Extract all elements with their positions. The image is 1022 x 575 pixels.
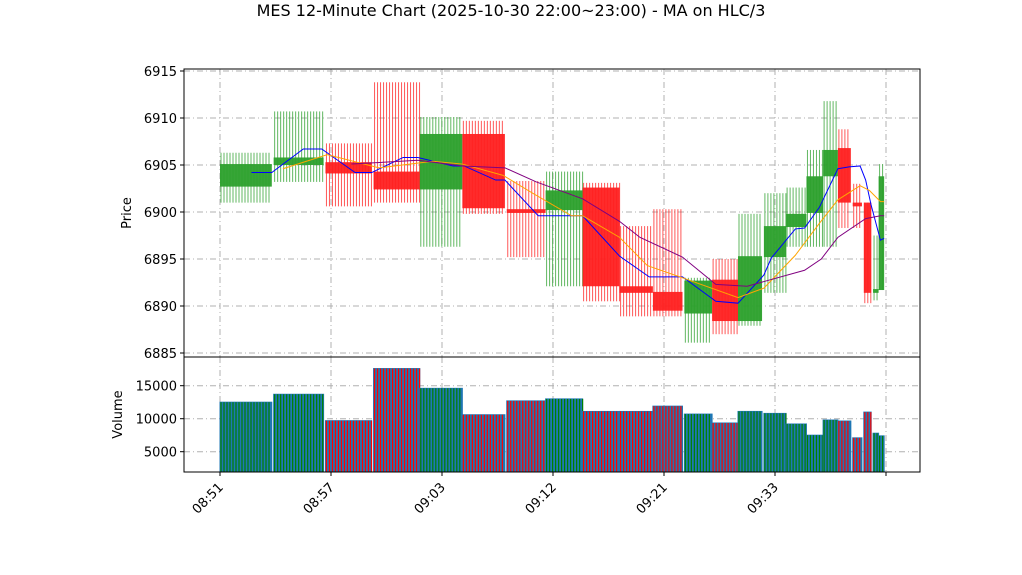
candle-body (852, 202, 862, 207)
x-tick-label: 08:51 (190, 480, 227, 517)
price-tick-label: 6910 (144, 112, 177, 127)
candle (823, 101, 838, 247)
volume-bar-group (619, 410, 654, 473)
candle (582, 182, 621, 302)
candle-body (712, 279, 738, 322)
chart-title: MES 12-Minute Chart (2025-10-30 22:00~23… (256, 1, 766, 20)
candle (837, 129, 851, 228)
volume-bar-group (737, 410, 763, 473)
candle-body (619, 286, 653, 293)
candle (220, 152, 272, 203)
candle (684, 277, 713, 343)
ma-line (251, 148, 885, 304)
volume-bar-group (545, 398, 584, 473)
candle-body (273, 157, 324, 165)
price-axis-label: Price (120, 197, 135, 229)
price-tick-label: 6885 (144, 347, 177, 362)
price-panel-frame (183, 68, 921, 358)
volume-axis-label: Volume (111, 390, 126, 438)
volume-bar-group (822, 419, 839, 473)
volume-bar-group (763, 412, 787, 473)
candle-body (786, 213, 807, 228)
x-tick-label: 09:21 (634, 480, 671, 517)
volume-bar-group (683, 413, 713, 473)
volume-bar-group (419, 387, 463, 473)
price-tick-label: 6900 (144, 206, 177, 221)
candle-body (873, 289, 879, 293)
candle (852, 183, 862, 228)
candle-body (823, 149, 838, 177)
candle (273, 111, 324, 182)
candle (806, 149, 824, 247)
candle-body (652, 291, 683, 311)
candle-body (506, 209, 546, 213)
candle-body (582, 187, 620, 287)
candle-body (545, 190, 583, 211)
candle-body (837, 148, 851, 203)
candle (419, 117, 463, 247)
price-tick-label: 6905 (144, 159, 177, 174)
candle-body (373, 171, 420, 190)
volume-panel-frame (183, 356, 921, 473)
volume-bar-group (837, 420, 852, 473)
candle (506, 180, 546, 258)
volume-bar-group (785, 423, 807, 473)
x-tick-label: 09:12 (523, 480, 560, 517)
volume-bar-group (872, 432, 880, 473)
volume-tick-label: 5000 (144, 446, 177, 461)
candle (763, 193, 787, 293)
volume-bar (219, 401, 273, 473)
volume-bar (461, 414, 506, 473)
volume-bar-group (273, 393, 325, 473)
x-tick-label: 08:57 (301, 480, 338, 517)
ma-line (282, 154, 885, 299)
candle-body (684, 280, 713, 314)
volume-bar-group (805, 434, 824, 473)
candle-body (738, 256, 763, 322)
candle (738, 213, 763, 326)
candle (325, 143, 372, 207)
candle (373, 82, 421, 203)
price-tick-label: 6890 (144, 300, 177, 315)
candle-body (863, 202, 872, 293)
volume-bar (419, 387, 463, 473)
candle-body (878, 176, 885, 291)
candle-body (462, 133, 505, 209)
volume-bar-group (506, 400, 547, 473)
volume-bar-group (878, 435, 885, 473)
candle (619, 226, 653, 317)
price-tick-label: 6915 (144, 65, 177, 80)
volume-bar-group (373, 368, 421, 473)
volume-bar-group (324, 420, 373, 473)
volume-bar-group (582, 410, 621, 473)
volume-bar-group (652, 405, 684, 473)
volume-bar-group (219, 401, 273, 473)
ma-line (351, 159, 885, 287)
candle (652, 209, 683, 317)
x-tick-label: 09:03 (412, 480, 449, 517)
candle (786, 187, 807, 247)
candle-body (220, 164, 272, 187)
volume-bar-group (711, 422, 739, 473)
volume-tick-label: 15000 (136, 380, 177, 395)
volume-bar (805, 434, 824, 473)
candle (545, 171, 584, 287)
price-tick-label: 6895 (144, 253, 177, 268)
volume-bar-group (863, 411, 872, 473)
candle-body (806, 176, 824, 213)
volume-bar-group (852, 437, 863, 473)
candle-body (763, 226, 787, 258)
candle (873, 235, 879, 301)
volume-bar (324, 420, 373, 473)
volume-bar-group (461, 414, 506, 473)
candle (878, 164, 885, 291)
x-tick-label: 09:33 (745, 480, 782, 517)
volume-bar (683, 413, 713, 473)
volume-tick-label: 10000 (136, 413, 177, 428)
